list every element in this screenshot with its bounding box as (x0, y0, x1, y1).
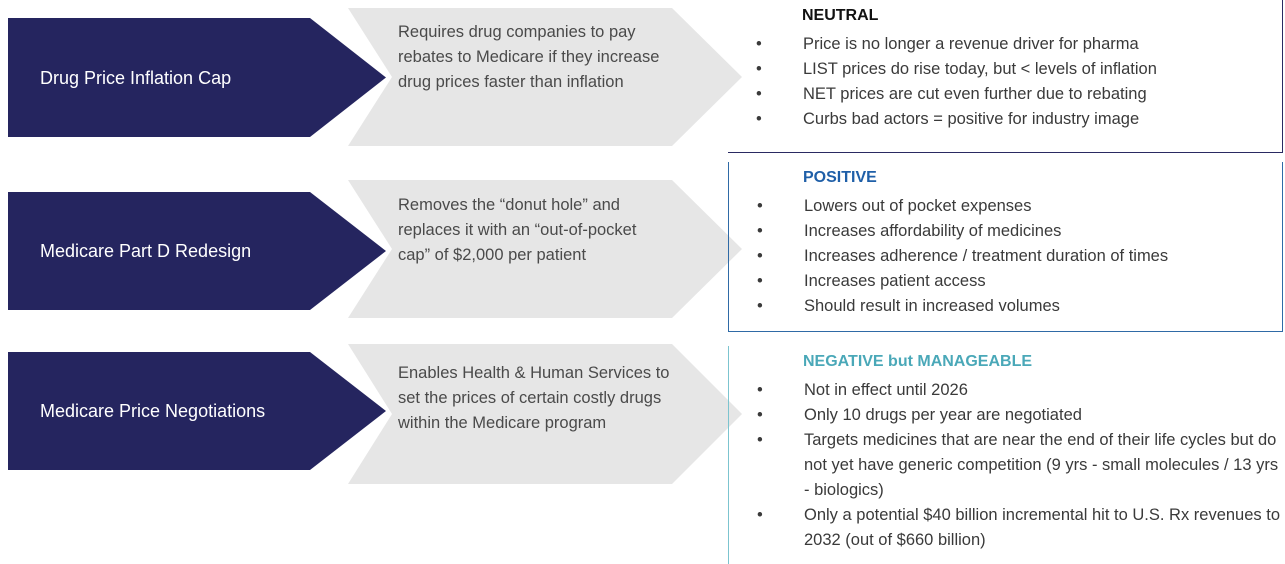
bullet-list: • Price is no longer a revenue driver for… (728, 32, 1283, 132)
topic-description: Removes the “donut hole” and replaces it… (398, 196, 637, 264)
bullet-list: • Lowers out of pocket expenses • Increases… (729, 194, 1284, 319)
bullet-dot: • (757, 272, 763, 290)
grey-chevron (348, 8, 742, 146)
bullet-text: Only a potential $40 billion incremental… (804, 506, 1281, 549)
bullet-dot: • (757, 431, 763, 449)
assessment-box: NEUTRAL • Price is no longer a revenue dri… (728, 0, 1283, 153)
bullet-item: • NET prices are cut even further due to … (728, 82, 1283, 107)
bullet-dot: • (756, 60, 762, 78)
bullet-dot: • (756, 85, 762, 103)
bullet-item: • Only a potential $40 billion incrementa… (729, 503, 1284, 553)
bullet-text: Curbs bad actors = positive for industry… (803, 110, 1140, 128)
bullet-text: Price is no longer a revenue driver for … (803, 35, 1139, 53)
bullet-dot: • (757, 381, 763, 399)
bullet-text: Targets medicines that are near the end … (804, 431, 1279, 499)
bullet-item: • Price is no longer a revenue driver for… (728, 32, 1283, 57)
bullet-item: • Not in effect until 2026 (729, 378, 1284, 403)
navy-arrow (8, 18, 386, 137)
bullet-text: Only 10 drugs per year are negotiated (804, 406, 1082, 424)
topic-label: Medicare Price Negotiations (40, 401, 266, 421)
bullet-dot: • (756, 110, 762, 128)
bullet-item: • Targets medicines that are near the end… (729, 428, 1284, 503)
grey-chevron (348, 344, 742, 484)
bullet-text: Lowers out of pocket expenses (804, 197, 1032, 215)
bullet-item: • Should result in increased volumes (729, 294, 1284, 319)
navy-arrow (8, 192, 386, 310)
bullet-item: • Lowers out of pocket expenses (729, 194, 1284, 219)
assessment-heading: NEUTRAL (802, 7, 879, 24)
topic-label: Medicare Part D Redesign (40, 241, 252, 261)
bullet-dot: • (757, 506, 763, 524)
assessment-box: POSITIVE • Lowers out of pocket expenses • I… (728, 162, 1283, 332)
bullet-text: Increases adherence / treatment duration… (804, 247, 1169, 265)
bullet-dot: • (757, 247, 763, 265)
bullet-text: Not in effect until 2026 (804, 381, 968, 399)
grey-chevron (348, 180, 742, 318)
bullet-dot: • (757, 222, 763, 240)
bullet-text: Increases affordability of medicines (804, 222, 1062, 240)
bullet-dot: • (756, 35, 762, 53)
bullet-text: Increases patient access (804, 272, 986, 290)
bullet-dot: • (757, 297, 763, 315)
bullet-item: • Increases patient access (729, 269, 1284, 294)
bullet-text: NET prices are cut even further due to r… (803, 85, 1147, 103)
topic-description: Requires drug companies to pay rebates t… (398, 23, 660, 91)
bullet-item: • Increases adherence / treatment duratio… (729, 244, 1284, 269)
bullet-text: LIST prices do rise today, but < levels … (803, 60, 1157, 78)
bullet-list: • Not in effect until 2026 • Only 10 drugs … (729, 378, 1284, 553)
bullet-item: • LIST prices do rise today, but < levels… (728, 57, 1283, 82)
bullet-dot: • (757, 197, 763, 215)
bullet-text: Should result in increased volumes (804, 297, 1060, 315)
assessment-heading: NEGATIVE but MANAGEABLE (803, 353, 1033, 370)
assessment-heading: POSITIVE (803, 169, 877, 186)
assessment-box: NEGATIVE but MANAGEABLE • Not in effect un… (728, 346, 1283, 564)
bullet-item: • Curbs bad actors = positive for industr… (728, 107, 1283, 132)
navy-arrow (8, 352, 386, 470)
topic-label: Drug Price Inflation Cap (40, 67, 232, 88)
bullet-item: • Only 10 drugs per year are negotiated (729, 403, 1284, 428)
topic-description: Enables Health & Human Services to set t… (398, 364, 670, 432)
bullet-dot: • (757, 406, 763, 424)
bullet-item: • Increases affordability of medicines (729, 219, 1284, 244)
